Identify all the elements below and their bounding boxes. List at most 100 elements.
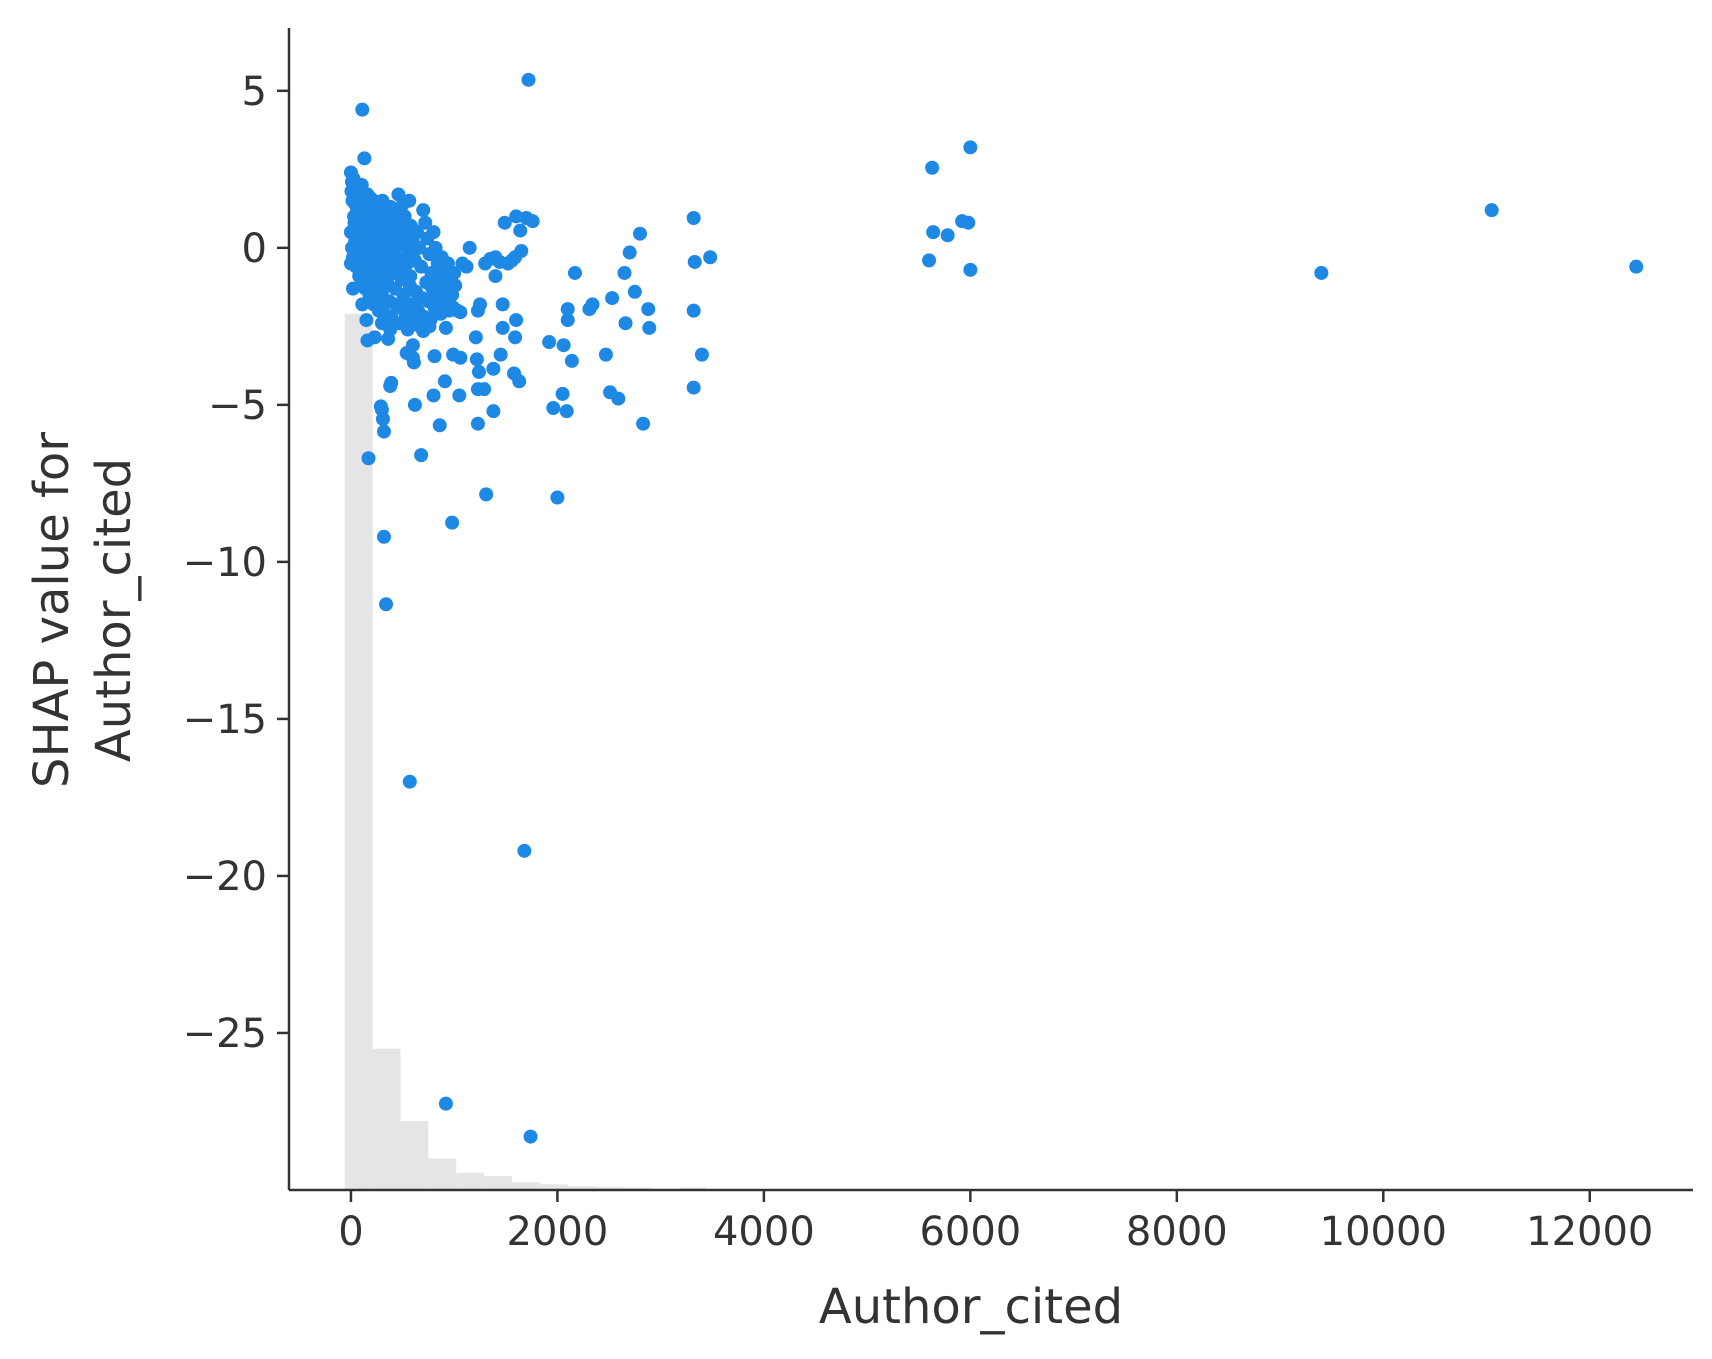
data-point <box>486 361 501 376</box>
data-point <box>521 72 536 87</box>
data-point <box>618 316 633 331</box>
y-tick-label: −10 <box>183 540 267 586</box>
data-point <box>379 597 394 612</box>
data-point <box>925 160 940 175</box>
data-point <box>375 411 390 426</box>
data-point <box>462 240 477 255</box>
x-tick-label: 10000 <box>1320 1209 1447 1255</box>
data-point <box>405 221 420 236</box>
data-point <box>686 380 701 395</box>
data-point <box>477 382 492 397</box>
data-point <box>555 386 570 401</box>
y-tick-label: −25 <box>183 1011 267 1057</box>
data-point <box>403 269 418 284</box>
data-point <box>1629 259 1644 274</box>
data-point <box>556 338 571 353</box>
y-tick-label: 5 <box>242 69 267 115</box>
histogram-bar <box>344 313 373 1190</box>
data-point <box>414 448 429 463</box>
data-point <box>426 388 441 403</box>
x-tick-label: 12000 <box>1526 1209 1653 1255</box>
x-tick-label: 0 <box>338 1209 363 1255</box>
data-point <box>402 193 417 208</box>
data-point <box>641 302 656 317</box>
x-axis-title: Author_cited <box>819 1279 1123 1335</box>
data-point <box>642 320 657 335</box>
histogram-bar <box>539 1184 568 1190</box>
histogram <box>344 313 708 1190</box>
data-point <box>438 320 453 335</box>
y-axis-title-line-2: Author_cited <box>86 458 142 762</box>
data-point <box>452 388 467 403</box>
data-point <box>471 364 486 379</box>
data-point <box>395 300 410 315</box>
data-point <box>367 330 382 345</box>
data-point <box>542 335 557 350</box>
data-point <box>437 374 452 389</box>
data-point <box>567 265 582 280</box>
data-point <box>622 245 637 260</box>
data-point <box>376 424 391 439</box>
data-point <box>493 347 508 362</box>
data-point <box>1484 203 1499 218</box>
data-point <box>453 350 468 365</box>
data-point <box>633 226 647 241</box>
data-point <box>559 404 574 419</box>
data-point <box>405 338 420 353</box>
histogram-bar <box>372 1048 401 1190</box>
data-point <box>627 284 642 299</box>
histogram-bar <box>456 1172 485 1190</box>
histogram-bar <box>623 1187 652 1190</box>
data-point <box>432 418 447 433</box>
data-point <box>453 305 468 320</box>
histogram-bar <box>679 1187 708 1190</box>
data-point <box>513 223 528 238</box>
histogram-bar <box>511 1182 540 1190</box>
data-point <box>694 347 709 362</box>
data-point <box>598 347 613 362</box>
y-tick-label: −15 <box>183 697 267 743</box>
x-tick-label: 6000 <box>919 1209 1021 1255</box>
histogram-bar <box>428 1158 457 1190</box>
x-tick-label: 4000 <box>713 1209 815 1255</box>
data-point <box>940 228 955 243</box>
data-point <box>497 215 512 230</box>
data-point <box>963 140 978 155</box>
data-point <box>418 215 433 230</box>
data-point <box>550 490 565 505</box>
y-tick-label: 0 <box>242 226 267 272</box>
histogram-bar <box>484 1175 512 1190</box>
data-point <box>355 102 370 117</box>
data-point <box>636 416 651 431</box>
data-point <box>504 253 519 268</box>
x-tick-label: 2000 <box>507 1209 609 1255</box>
data-point <box>447 265 462 280</box>
data-point <box>611 391 626 406</box>
data-point <box>926 225 941 240</box>
data-point <box>582 302 597 317</box>
data-point <box>468 330 483 345</box>
data-point <box>687 254 702 269</box>
data-point <box>470 303 485 318</box>
data-point <box>617 265 632 280</box>
data-point <box>355 297 370 312</box>
data-point <box>406 355 421 370</box>
data-point <box>427 349 442 364</box>
scatter-points <box>343 72 1644 1144</box>
y-tick-label: −20 <box>183 854 267 900</box>
data-point <box>703 250 718 265</box>
data-point <box>357 151 372 166</box>
y-tick-label: −5 <box>208 383 267 429</box>
data-point <box>512 374 527 389</box>
data-point <box>517 843 532 858</box>
data-point <box>404 240 419 255</box>
data-point <box>469 352 484 367</box>
axes <box>287 28 1693 1192</box>
data-point <box>361 451 376 466</box>
x-tick-label: 8000 <box>1126 1209 1228 1255</box>
y-axis-title-line-1: SHAP value for <box>24 432 80 788</box>
data-point <box>488 269 503 284</box>
data-point <box>479 487 494 502</box>
data-point <box>560 302 575 317</box>
data-point <box>963 262 978 277</box>
